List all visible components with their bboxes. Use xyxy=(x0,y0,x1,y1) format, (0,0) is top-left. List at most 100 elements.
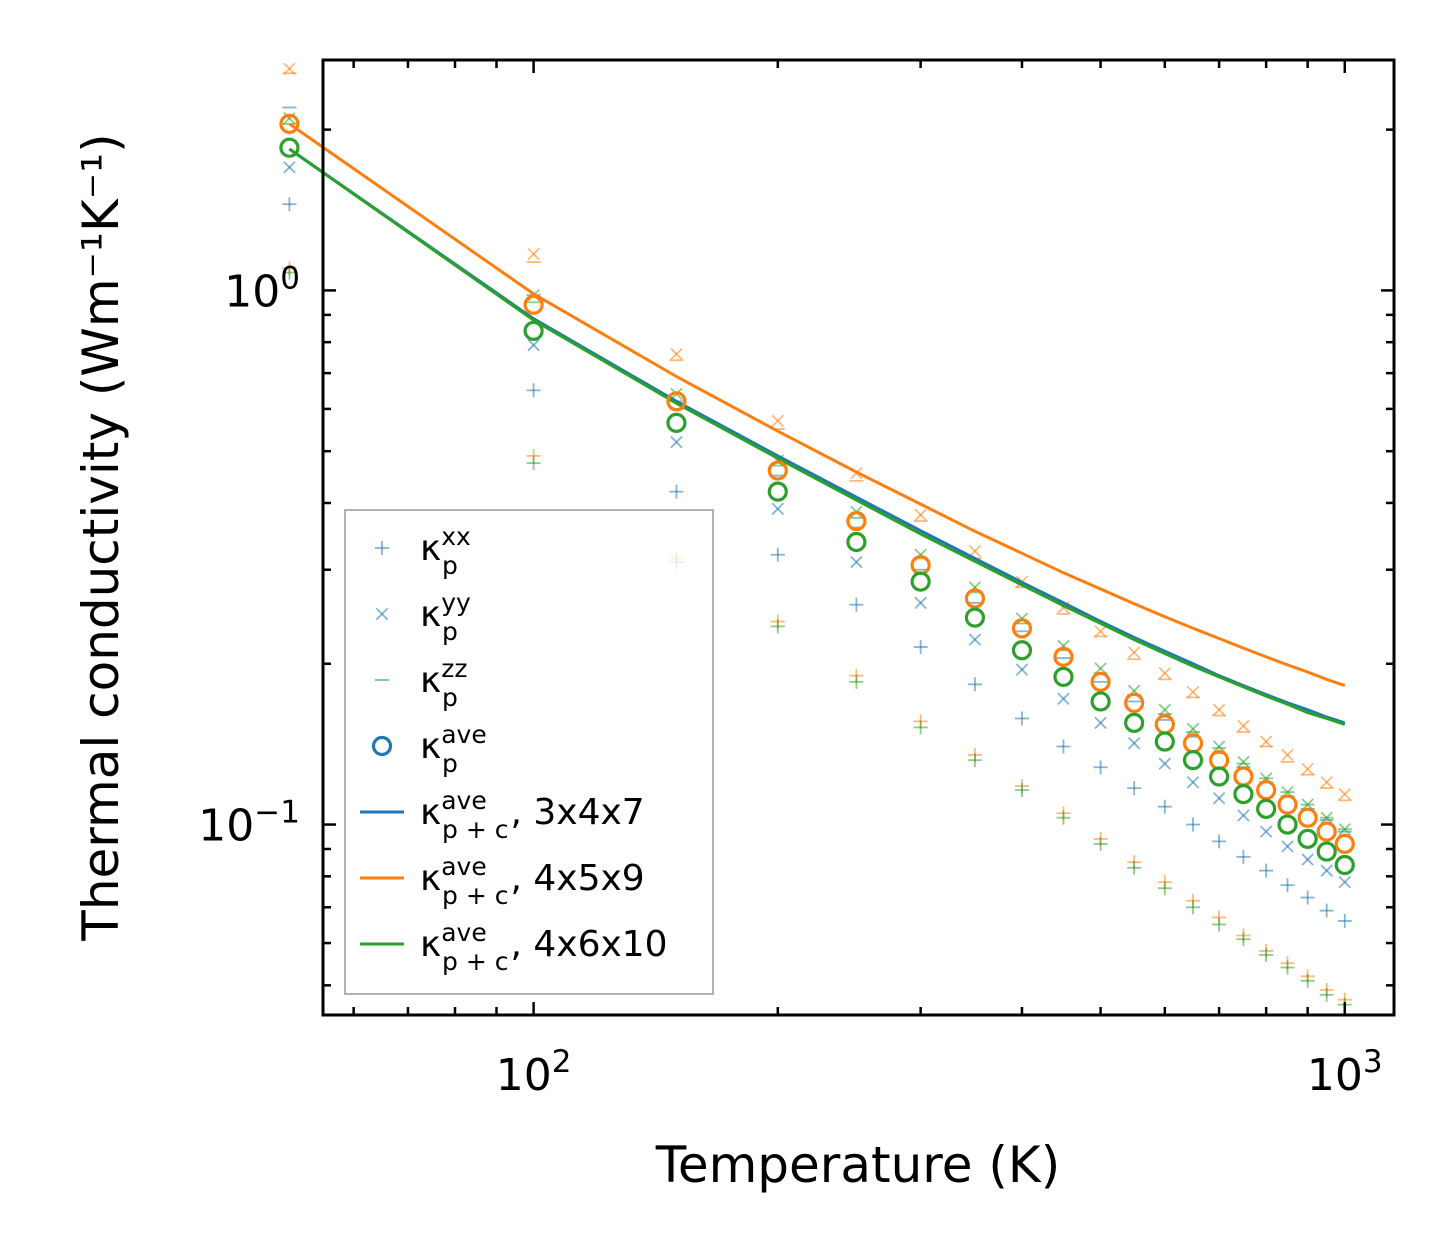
point-kyy-4x5x9 xyxy=(1186,685,1200,699)
point-kyy-4x5x9 xyxy=(1212,703,1226,717)
legend-entry: κyy p xyxy=(375,588,471,646)
point-kyy-3x4x7 xyxy=(1158,757,1172,770)
point-kyy-3x4x7 xyxy=(1057,692,1070,705)
point-kyy-4x5x9 xyxy=(1158,666,1172,680)
point-kave-4x5x9 xyxy=(767,460,788,481)
point-kave-4x5x9 xyxy=(1154,714,1175,735)
point-kave-4x6x10 xyxy=(1277,814,1298,835)
point-kyy-4x5x9 xyxy=(1237,719,1250,733)
point-kxx-3x4x7 xyxy=(1157,799,1172,814)
point-kxx-3x4x7 xyxy=(849,597,864,612)
point-kyy-3x4x7 xyxy=(968,633,982,646)
point-kxx-4x6x10 xyxy=(967,753,982,768)
point-kave-4x6x10 xyxy=(1334,854,1355,876)
legend-label: κzz p xyxy=(420,654,467,712)
y-axis-label: Thermal conductivity (Wm⁻¹K⁻¹) xyxy=(72,133,130,941)
point-kxx-3x4x7 xyxy=(1127,781,1142,796)
point-kave-4x6x10 xyxy=(910,571,931,592)
point-kxx-4x6x10 xyxy=(1186,900,1201,915)
point-kxx-4x6x10 xyxy=(1300,973,1315,988)
point-kxx-3x4x7 xyxy=(1280,878,1295,893)
point-kxx-3x4x7 xyxy=(669,484,684,499)
plot-area xyxy=(279,62,1355,1012)
point-kxx-4x6x10 xyxy=(849,674,864,689)
point-kave-4x5x9 xyxy=(1209,750,1230,771)
point-kyy-3x4x7 xyxy=(1259,825,1273,838)
point-kyy-4x5x9 xyxy=(1338,787,1352,801)
legend-marker-swatch xyxy=(375,607,389,621)
point-kave-4x6x10 xyxy=(523,320,544,341)
point-kave-4x5x9 xyxy=(1053,646,1074,668)
point-kave-4x6x10 xyxy=(1053,666,1074,687)
legend-box xyxy=(344,509,714,995)
point-kyy-3x4x7 xyxy=(1320,864,1333,877)
point-kave-4x6x10 xyxy=(1124,712,1145,733)
legend: κxx p κyy p κzz p κave p κave p + c, 3x4x7 κave p +… xyxy=(344,509,714,995)
point-kave-4x6x10 xyxy=(1256,798,1277,819)
point-kxx-3x4x7 xyxy=(1212,834,1227,849)
point-kyy-4x5x9 xyxy=(1320,776,1333,789)
axis-ticks xyxy=(323,60,1394,1015)
point-kyy-4x5x9 xyxy=(1259,735,1273,748)
point-kxx-3x4x7 xyxy=(1186,817,1201,832)
series-kxx-3x4x7 xyxy=(282,197,1352,928)
point-kxx-3x4x7 xyxy=(282,197,297,212)
point-kave-4x5x9 xyxy=(1334,833,1355,854)
series-kyy-3x4x7 xyxy=(283,161,1352,889)
point-kave-4x5x9 xyxy=(1233,766,1254,787)
point-kyy-4x5x9 xyxy=(1094,625,1107,638)
point-kxx-4x6x10 xyxy=(1319,987,1334,1002)
point-kxx-4x6x10 xyxy=(1157,881,1172,896)
point-kxx-4x6x10 xyxy=(1212,917,1227,932)
point-kyy-3x4x7 xyxy=(1212,792,1226,805)
legend-entry: κave p + c, 4x5x9 xyxy=(360,852,645,910)
legend-label: κave p + c, 4x6x10 xyxy=(420,918,668,976)
point-kyy-3x4x7 xyxy=(670,435,683,449)
point-kave-4x6x10 xyxy=(846,531,867,553)
point-kyy-3x4x7 xyxy=(1186,776,1200,789)
point-kave-4x5x9 xyxy=(1277,794,1298,815)
line-kpc-4x6x10 xyxy=(288,147,1346,726)
legend-entry: κave p + c, 4x6x10 xyxy=(360,918,668,976)
point-kxx-4x6x10 xyxy=(913,720,928,735)
point-kxx-4x6x10 xyxy=(770,619,785,634)
point-kxx-3x4x7 xyxy=(1093,760,1108,775)
point-kxx-3x4x7 xyxy=(967,677,982,692)
point-kxx-4x6x10 xyxy=(526,456,541,471)
point-kyy-4x5x9 xyxy=(1301,762,1314,776)
point-kxx-3x4x7 xyxy=(1056,739,1071,754)
point-kave-4x6x10 xyxy=(767,481,788,502)
point-kxx-4x6x10 xyxy=(1236,932,1251,947)
point-kxx-3x4x7 xyxy=(1236,849,1251,864)
x-tick-label: 102 xyxy=(496,1044,572,1101)
point-kyy-4x5x9 xyxy=(771,414,785,428)
tick-labels: 102 103 100 10−1 xyxy=(198,260,1382,1101)
point-kyy-3x4x7 xyxy=(1281,840,1294,853)
point-kyy-3x4x7 xyxy=(527,338,540,352)
point-kyy-3x4x7 xyxy=(1338,875,1352,889)
legend-marker-swatch xyxy=(371,735,393,757)
point-kyy-4x6x10 xyxy=(1212,740,1226,753)
point-kxx-4x6x10 xyxy=(1014,783,1029,798)
point-kave-4x5x9 xyxy=(1124,692,1145,713)
legend-label: κyy p xyxy=(420,588,471,646)
point-kxx-3x4x7 xyxy=(770,547,785,562)
point-kyy-3x4x7 xyxy=(850,555,863,569)
point-kyy-4x5x9 xyxy=(1281,748,1294,762)
point-kyy-4x5x9 xyxy=(670,347,683,361)
point-kxx-4x6x10 xyxy=(1127,860,1142,875)
point-kave-4x6x10 xyxy=(1011,640,1033,661)
legend-label: κave p + c, 3x4x7 xyxy=(420,786,645,844)
point-kyy-4x5x9 xyxy=(527,247,540,261)
point-kave-4x6x10 xyxy=(1233,784,1254,805)
point-kyy-3x4x7 xyxy=(1015,663,1029,676)
point-kave-4x5x9 xyxy=(1011,618,1033,639)
point-kave-4x6x10 xyxy=(964,607,986,628)
point-kxx-3x4x7 xyxy=(526,383,541,398)
point-kxx-3x4x7 xyxy=(1300,890,1315,905)
point-kyy-3x4x7 xyxy=(1237,809,1250,822)
point-kxx-4x6x10 xyxy=(1280,960,1295,975)
point-kave-4x6x10 xyxy=(1154,731,1175,752)
point-kxx-4x6x10 xyxy=(1056,810,1071,825)
